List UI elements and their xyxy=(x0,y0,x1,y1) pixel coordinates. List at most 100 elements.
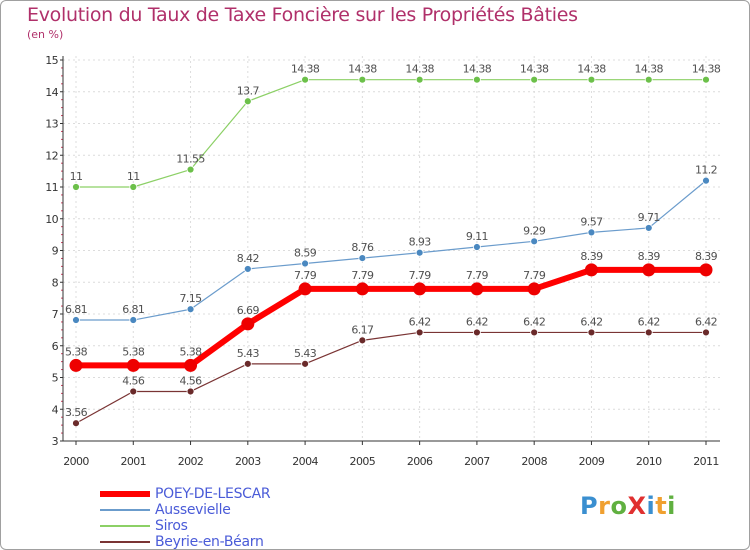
logo-letter: r xyxy=(598,492,611,520)
point-siros xyxy=(644,75,653,84)
point-aussevielle xyxy=(702,176,710,185)
data-label-siros: 14.38 xyxy=(692,63,721,76)
x-tick-label: 2008 xyxy=(521,455,547,468)
data-label-aussevielle: 8.76 xyxy=(351,241,374,254)
point-beyrie-en-b-arn xyxy=(243,359,252,368)
data-label-aussevielle: 8.42 xyxy=(237,252,259,265)
point-siros xyxy=(530,75,539,84)
point-poey-de-lescar xyxy=(642,263,656,277)
point-siros xyxy=(702,75,710,84)
data-label-beyrie-en-b-arn: 6.42 xyxy=(695,315,717,328)
data-label-poey-de-lescar: 5.38 xyxy=(65,345,88,358)
y-tick-label: 7 xyxy=(52,308,59,321)
data-label-siros: 14.38 xyxy=(291,63,320,76)
point-aussevielle xyxy=(530,237,539,246)
x-tick-label: 2007 xyxy=(464,455,490,468)
x-tick-label: 2001 xyxy=(120,455,146,468)
data-label-poey-de-lescar: 7.79 xyxy=(523,269,546,282)
logo-letter: t xyxy=(655,492,668,520)
point-poey-de-lescar xyxy=(527,282,541,296)
data-label-siros: 14.38 xyxy=(634,63,663,76)
y-tick-label: 4 xyxy=(52,403,59,416)
data-label-siros: 11 xyxy=(127,170,140,183)
data-label-poey-de-lescar: 7.79 xyxy=(351,269,374,282)
data-label-poey-de-lescar: 7.79 xyxy=(409,269,432,282)
point-siros xyxy=(129,183,138,191)
point-siros xyxy=(358,75,367,84)
data-label-siros: 11.55 xyxy=(176,153,205,166)
y-tick-label: 6 xyxy=(52,340,59,353)
point-poey-de-lescar xyxy=(69,358,83,372)
legend-label: Beyrie-en-Béarn xyxy=(155,534,264,550)
data-label-aussevielle: 9.57 xyxy=(580,215,603,228)
y-tick-label: 13 xyxy=(45,118,58,131)
point-aussevielle xyxy=(301,259,309,268)
point-beyrie-en-b-arn xyxy=(530,328,539,337)
point-poey-de-lescar xyxy=(699,263,713,277)
data-label-siros: 11 xyxy=(70,170,83,183)
point-aussevielle xyxy=(415,248,424,257)
data-label-aussevielle: 7.15 xyxy=(179,292,202,305)
point-beyrie-en-b-arn xyxy=(72,419,80,428)
point-siros xyxy=(72,183,80,191)
point-siros xyxy=(473,75,481,84)
data-label-aussevielle: 11.2 xyxy=(695,164,717,177)
data-label-siros: 14.38 xyxy=(520,63,549,76)
data-label-siros: 13.7 xyxy=(237,84,260,97)
legend-label: Siros xyxy=(155,518,188,534)
data-label-aussevielle: 6.81 xyxy=(65,303,87,316)
logo-letter: i xyxy=(646,492,656,520)
proxiti-logo: ProXiti xyxy=(580,492,676,520)
x-tick-label: 2010 xyxy=(636,455,662,468)
data-label-beyrie-en-b-arn: 5.43 xyxy=(294,347,317,360)
data-label-poey-de-lescar: 7.79 xyxy=(294,269,317,282)
point-aussevielle xyxy=(243,265,252,273)
series-line-poey-de-lescar xyxy=(76,266,706,369)
x-tick-label: 2005 xyxy=(350,455,376,468)
data-label-beyrie-en-b-arn: 4.56 xyxy=(179,374,202,387)
data-label-aussevielle: 8.93 xyxy=(409,236,432,249)
logo-letter: P xyxy=(580,492,599,520)
series-line-beyrie-en-b-arn xyxy=(75,331,706,424)
data-label-siros: 14.38 xyxy=(463,63,492,76)
data-label-poey-de-lescar: 8.39 xyxy=(580,250,603,263)
data-label-beyrie-en-b-arn: 6.17 xyxy=(351,323,374,336)
data-label-poey-de-lescar: 5.38 xyxy=(122,345,145,358)
y-tick-label: 15 xyxy=(45,54,58,67)
point-beyrie-en-b-arn xyxy=(415,328,424,337)
data-label-siros: 14.38 xyxy=(577,63,606,76)
x-tick-label: 2002 xyxy=(178,455,204,468)
data-label-beyrie-en-b-arn: 6.42 xyxy=(409,315,431,328)
legend-label: POEY-DE-LESCAR xyxy=(155,486,271,502)
data-label-beyrie-en-b-arn: 4.56 xyxy=(122,374,145,387)
data-label-poey-de-lescar: 8.39 xyxy=(638,250,661,263)
series-line-aussevielle xyxy=(76,180,707,321)
legend-swatch xyxy=(100,525,150,527)
data-label-aussevielle: 8.59 xyxy=(294,247,317,260)
data-label-aussevielle: 9.11 xyxy=(466,230,488,243)
point-beyrie-en-b-arn xyxy=(186,387,195,396)
x-tick-label: 2009 xyxy=(579,455,605,468)
data-label-siros: 14.38 xyxy=(405,63,434,76)
x-tick-label: 2006 xyxy=(407,455,433,468)
data-label-beyrie-en-b-arn: 3.56 xyxy=(65,406,88,419)
point-poey-de-lescar xyxy=(584,263,598,277)
logo-letter: i xyxy=(667,492,676,520)
point-poey-de-lescar xyxy=(298,282,312,296)
data-label-aussevielle: 6.81 xyxy=(122,303,144,316)
logo-letter: o xyxy=(610,492,628,520)
y-tick-label: 14 xyxy=(45,86,58,99)
unit-label: (en %) xyxy=(27,28,64,41)
point-siros xyxy=(587,75,596,84)
point-aussevielle xyxy=(72,316,80,324)
data-label-beyrie-en-b-arn: 5.43 xyxy=(237,347,260,360)
y-tick-label: 9 xyxy=(52,245,59,258)
data-label-siros: 14.38 xyxy=(348,63,377,76)
point-aussevielle xyxy=(644,224,653,232)
y-tick-label: 12 xyxy=(45,149,58,162)
x-tick-label: 2000 xyxy=(63,455,89,468)
data-label-aussevielle: 9.71 xyxy=(638,211,660,224)
point-siros xyxy=(243,97,252,106)
legend-swatch xyxy=(100,541,150,543)
point-beyrie-en-b-arn xyxy=(587,328,596,337)
